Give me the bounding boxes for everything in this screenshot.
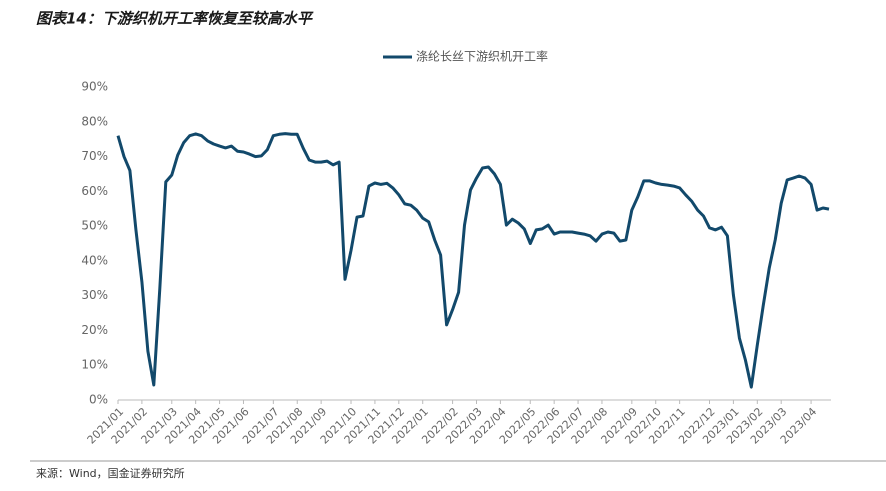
- series-line: [116, 132, 830, 389]
- y-tick-label: 0%: [89, 393, 108, 407]
- y-tick-label: 50%: [81, 219, 108, 233]
- y-tick-label: 80%: [81, 114, 108, 128]
- y-tick-label: 30%: [81, 288, 108, 302]
- y-tick-label: 90%: [81, 80, 108, 94]
- y-tick-label: 60%: [81, 184, 108, 198]
- y-tick-label: 10%: [81, 358, 108, 372]
- source: 来源：Wind，国金证券研究所: [36, 466, 185, 480]
- y-tick-label: 40%: [81, 253, 108, 267]
- y-tick-label: 20%: [81, 323, 108, 337]
- chart-title: 图表14：下游织机开工率恢复至较高水平: [36, 10, 314, 28]
- legend-label: 涤纶长丝下游织机开工率: [416, 49, 548, 64]
- y-tick-label: 70%: [81, 149, 108, 163]
